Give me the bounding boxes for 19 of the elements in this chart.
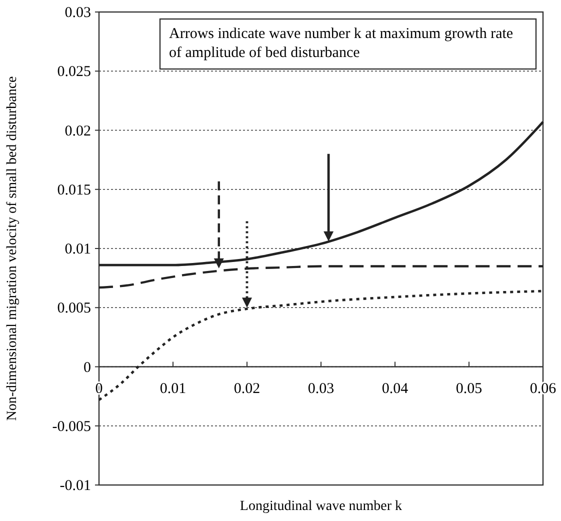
y-tick-label: 0.03	[64, 5, 91, 21]
y-axis-title: Non-dimensional migration velocity of small bed disturbance	[5, 76, 20, 421]
x-tick-label: 0.03	[308, 380, 334, 397]
x-tick-label: 0.01	[160, 380, 186, 397]
y-tick-label: 0.01	[64, 242, 91, 258]
y-tick-label: 0.025	[57, 64, 91, 80]
y-tick-label: 0.02	[64, 123, 91, 140]
line-series	[98, 120, 544, 266]
y-tick-label: -0.005	[52, 418, 91, 435]
annotation: Arrows indicate wave number k at maximum growth rate of amplitude of bed disturbance	[169, 26, 514, 61]
x-tick-label: 0.05	[456, 380, 482, 397]
y-tick-label: 0.015	[57, 182, 91, 198]
y-tick-label: 0	[84, 360, 91, 376]
line-series	[98, 265, 544, 289]
y-tick-label: -0.01	[60, 478, 91, 494]
x-tick-label: 0.02	[234, 380, 260, 397]
y-tick-label: 0.005	[57, 300, 91, 317]
x-tick-label: 0.04	[382, 380, 409, 397]
x-axis-title: Longitudinal wave number k	[240, 499, 402, 514]
